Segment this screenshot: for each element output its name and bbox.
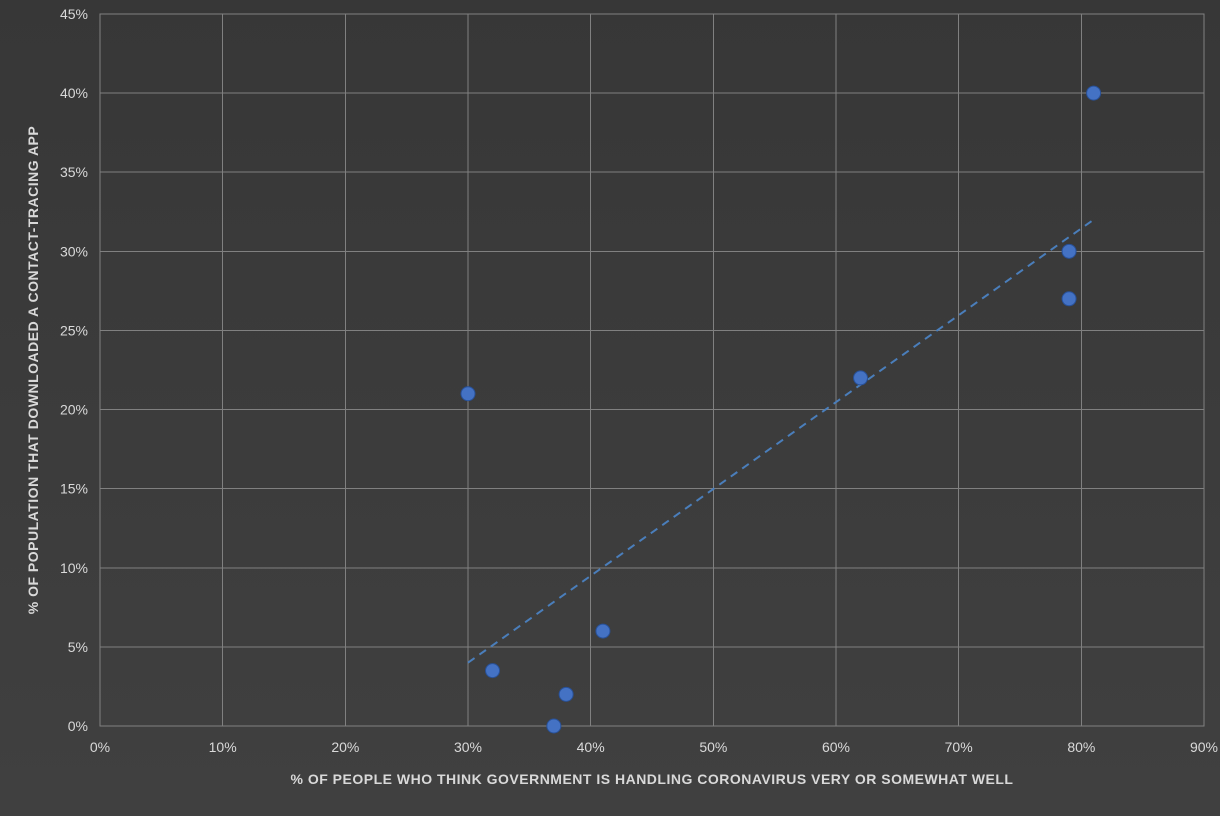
data-point <box>854 371 868 385</box>
plot-border <box>100 14 1204 726</box>
chart-svg: 0% 10% 20% 30% 40% 50% 60% 70% 80% 90% 0% 5% 10% 15% 2… <box>0 0 1220 816</box>
y-tick-label: 45% <box>60 6 88 22</box>
data-point <box>486 664 500 678</box>
x-tick-label: 40% <box>577 739 605 755</box>
data-point <box>547 719 561 733</box>
y-tick-label: 15% <box>60 481 88 497</box>
y-axis-title: % OF POPULATION THAT DOWNLOADED A CONTAC… <box>25 126 41 614</box>
x-tick-labels: 0% 10% 20% 30% 40% 50% 60% 70% 80% 90% <box>90 739 1218 755</box>
x-tick-label: 60% <box>822 739 850 755</box>
data-point <box>596 624 610 638</box>
y-tick-label: 0% <box>68 718 88 734</box>
x-tick-label: 30% <box>454 739 482 755</box>
data-point <box>1062 292 1076 306</box>
y-tick-label: 25% <box>60 322 88 338</box>
y-tick-label: 35% <box>60 164 88 180</box>
y-tick-label: 40% <box>60 85 88 101</box>
x-tick-label: 0% <box>90 739 110 755</box>
x-tick-label: 20% <box>331 739 359 755</box>
x-tick-label: 10% <box>209 739 237 755</box>
data-point <box>559 687 573 701</box>
data-point <box>461 387 475 401</box>
y-tick-label: 5% <box>68 639 88 655</box>
y-tick-label: 10% <box>60 560 88 576</box>
data-point <box>1062 244 1076 258</box>
scatter-chart: 0% 10% 20% 30% 40% 50% 60% 70% 80% 90% 0% 5% 10% 15% 2… <box>0 0 1220 816</box>
y-tick-label: 30% <box>60 243 88 259</box>
y-tick-labels: 0% 5% 10% 15% 20% 25% 30% 35% 40% 45% <box>60 6 88 734</box>
x-tick-label: 70% <box>945 739 973 755</box>
x-tick-label: 80% <box>1067 739 1095 755</box>
x-axis-title: % OF PEOPLE WHO THINK GOVERNMENT IS HAND… <box>291 771 1014 787</box>
x-tick-label: 50% <box>699 739 727 755</box>
y-tick-label: 20% <box>60 402 88 418</box>
gridlines <box>100 14 1204 726</box>
trendline <box>468 220 1094 663</box>
data-point <box>1087 86 1101 100</box>
x-tick-label: 90% <box>1190 739 1218 755</box>
